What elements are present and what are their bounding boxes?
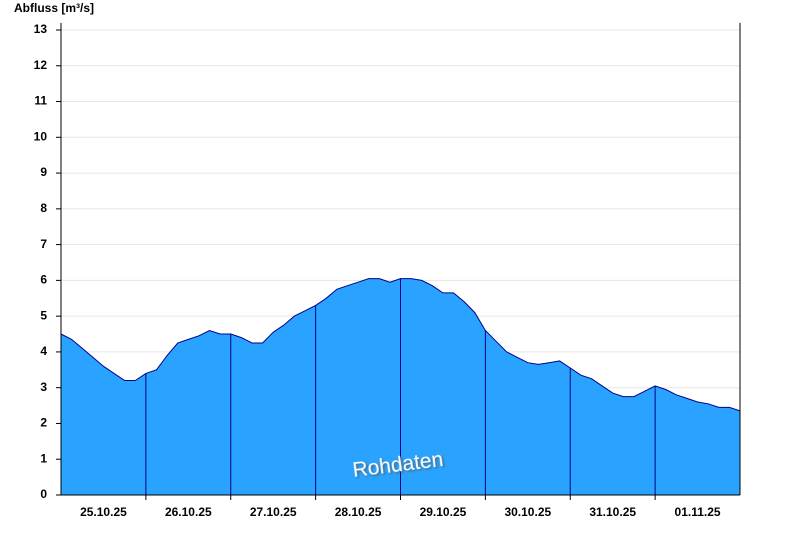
y-tick-label: 0 bbox=[40, 487, 47, 501]
y-tick-label: 8 bbox=[40, 201, 47, 215]
y-tick-label: 6 bbox=[40, 273, 47, 287]
y-tick-label: 10 bbox=[34, 129, 48, 143]
y-tick-label: 5 bbox=[40, 308, 47, 322]
x-tick-label: 28.10.25 bbox=[335, 505, 382, 519]
y-tick-label: 7 bbox=[40, 237, 47, 251]
x-tick-label: 26.10.25 bbox=[165, 505, 212, 519]
x-tick-label: 25.10.25 bbox=[80, 505, 127, 519]
y-tick-label: 12 bbox=[34, 58, 48, 72]
x-tick-label: 31.10.25 bbox=[589, 505, 636, 519]
x-tick-label: 29.10.25 bbox=[420, 505, 467, 519]
y-tick-label: 2 bbox=[40, 416, 47, 430]
y-axis-title: Abfluss [m³/s] bbox=[14, 1, 94, 15]
y-tick-label: 3 bbox=[40, 380, 47, 394]
y-tick-label: 13 bbox=[34, 22, 48, 36]
y-tick-label: 9 bbox=[40, 165, 47, 179]
y-tick-label: 1 bbox=[40, 451, 47, 465]
y-tick-label: 11 bbox=[34, 94, 47, 108]
x-tick-label: 30.10.25 bbox=[504, 505, 551, 519]
x-tick-label: 01.11.25 bbox=[675, 505, 721, 519]
y-tick-label: 4 bbox=[40, 344, 47, 358]
x-tick-label: 27.10.25 bbox=[250, 505, 297, 519]
